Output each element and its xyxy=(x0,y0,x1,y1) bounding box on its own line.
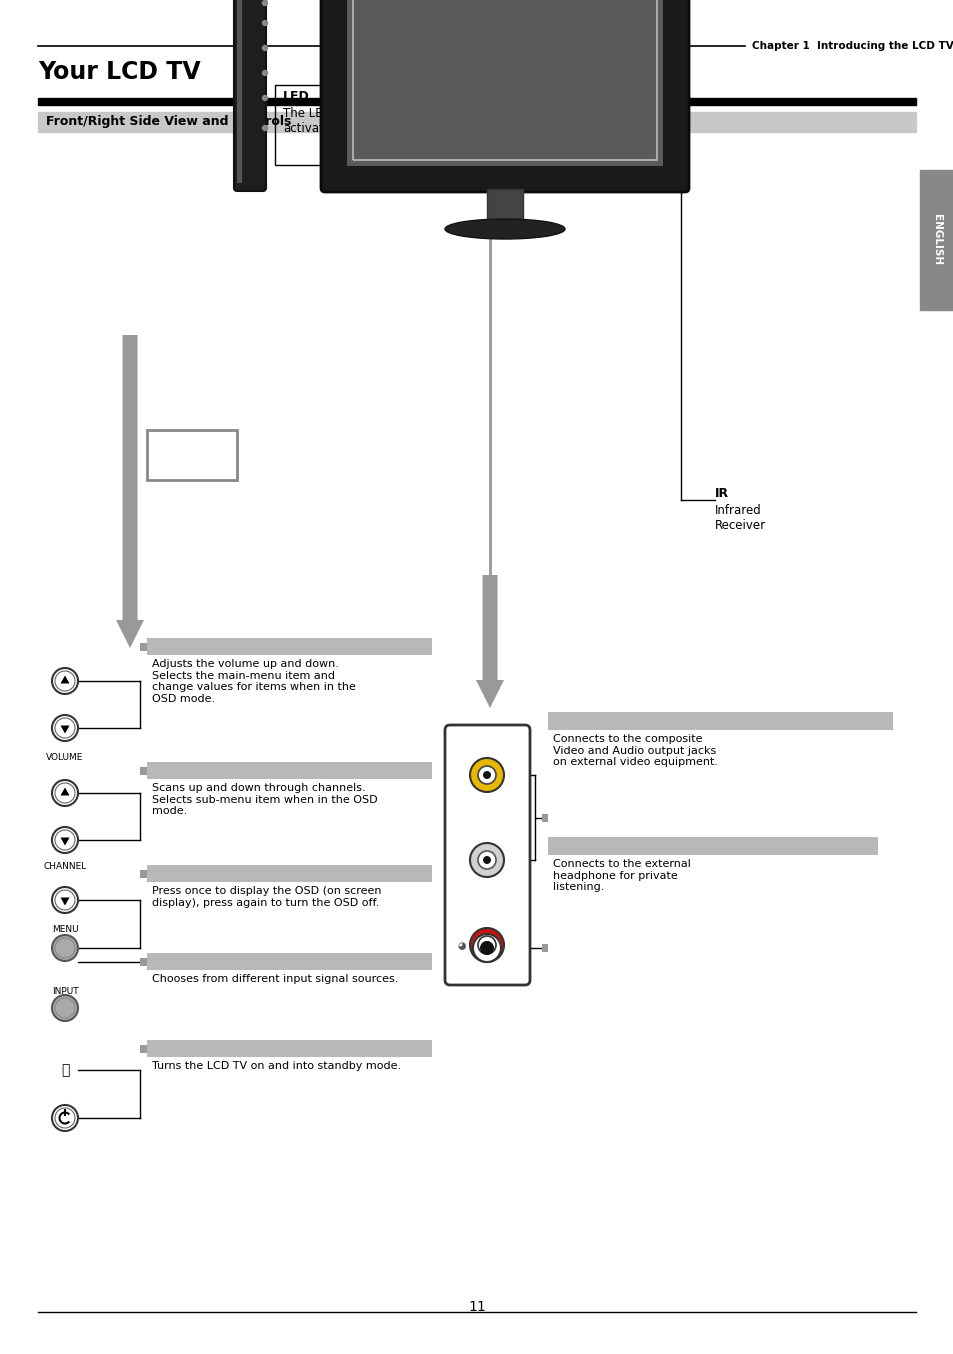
Text: IR: IR xyxy=(714,487,728,500)
Circle shape xyxy=(479,941,494,955)
Bar xyxy=(147,1040,432,1057)
Text: INPUT: INPUT xyxy=(152,956,193,968)
Polygon shape xyxy=(60,726,70,734)
Text: Chooses from different input signal sources.: Chooses from different input signal sour… xyxy=(152,974,398,984)
Text: VIDEO: VIDEO xyxy=(475,795,498,804)
Text: Connects to the composite
Video and Audio output jacks
on external video equipme: Connects to the composite Video and Audi… xyxy=(553,734,718,768)
Bar xyxy=(547,837,877,854)
Bar xyxy=(147,638,432,655)
Text: Your LCD TV: Your LCD TV xyxy=(38,60,200,84)
Text: CHANNEL: CHANNEL xyxy=(43,862,87,871)
Bar xyxy=(140,766,147,774)
FancyBboxPatch shape xyxy=(320,0,688,192)
Circle shape xyxy=(473,934,500,961)
Bar xyxy=(547,712,892,730)
Text: VOLUME+-: VOLUME+- xyxy=(152,640,222,654)
Text: ⏻: ⏻ xyxy=(61,1063,70,1076)
Circle shape xyxy=(482,941,491,949)
Bar xyxy=(486,190,522,223)
Polygon shape xyxy=(60,788,70,796)
Bar xyxy=(140,959,147,965)
Ellipse shape xyxy=(444,219,564,240)
Polygon shape xyxy=(60,838,70,845)
Bar xyxy=(147,762,432,779)
Circle shape xyxy=(477,852,496,869)
Text: MENU: MENU xyxy=(152,868,192,880)
FancyBboxPatch shape xyxy=(444,724,530,984)
Circle shape xyxy=(482,856,491,864)
Text: VIDEO1 IN: VIDEO1 IN xyxy=(553,715,620,727)
Bar xyxy=(147,865,432,881)
Circle shape xyxy=(52,887,78,913)
Circle shape xyxy=(52,668,78,695)
Text: Chapter 1  Introducing the LCD TV: Chapter 1 Introducing the LCD TV xyxy=(751,41,953,51)
Text: Scans up and down through channels.
Selects sub-menu item when in the OSD
mode.: Scans up and down through channels. Sele… xyxy=(152,783,377,816)
Bar xyxy=(140,1045,147,1053)
Bar xyxy=(140,643,147,651)
Text: L: L xyxy=(484,880,489,890)
Text: Turns the LCD TV on and into standby mode.: Turns the LCD TV on and into standby mod… xyxy=(152,1062,400,1071)
Circle shape xyxy=(52,1105,78,1131)
Text: Front/Right Side View and Controls: Front/Right Side View and Controls xyxy=(46,115,291,129)
Bar xyxy=(353,0,657,160)
Text: 11: 11 xyxy=(468,1300,485,1313)
Circle shape xyxy=(262,46,267,50)
Circle shape xyxy=(482,770,491,779)
Bar xyxy=(147,431,236,481)
Bar xyxy=(38,112,915,131)
Circle shape xyxy=(52,715,78,741)
Polygon shape xyxy=(60,898,70,906)
Text: ENGLISH: ENGLISH xyxy=(931,214,941,265)
FancyBboxPatch shape xyxy=(233,0,266,191)
Text: HEADPHONE: HEADPHONE xyxy=(553,839,636,853)
Circle shape xyxy=(477,936,496,955)
Bar xyxy=(236,0,242,183)
Text: LED: LED xyxy=(283,89,310,103)
Bar xyxy=(147,953,432,969)
Circle shape xyxy=(262,96,267,100)
Text: ⏻: ⏻ xyxy=(152,1043,160,1056)
Text: Infrared
Receiver: Infrared Receiver xyxy=(714,504,765,532)
Text: CHANNEL▲ ▼: CHANNEL▲ ▼ xyxy=(152,765,237,777)
Text: INPUT: INPUT xyxy=(51,987,78,997)
Bar xyxy=(347,0,662,167)
Text: R: R xyxy=(484,965,489,974)
Bar xyxy=(38,97,915,106)
Circle shape xyxy=(470,927,503,961)
Text: MENU: MENU xyxy=(51,925,78,934)
Text: Press once to display the OSD (on screen
display), press again to turn the OSD o: Press once to display the OSD (on screen… xyxy=(152,886,381,907)
Bar xyxy=(919,171,953,310)
FancyArrow shape xyxy=(476,575,503,708)
Circle shape xyxy=(52,936,78,961)
Circle shape xyxy=(477,766,496,784)
Text: ◕: ◕ xyxy=(457,941,466,951)
Text: The LED light indicates when the LCD TV is
activated.: The LED light indicates when the LCD TV … xyxy=(283,107,537,135)
Circle shape xyxy=(470,758,503,792)
Bar xyxy=(541,814,547,822)
FancyArrow shape xyxy=(116,334,144,649)
Circle shape xyxy=(470,844,503,877)
Bar xyxy=(274,85,664,165)
Text: VIDEO1 IN: VIDEO1 IN xyxy=(467,975,506,984)
Circle shape xyxy=(262,126,267,130)
Polygon shape xyxy=(60,676,70,684)
Text: VOLUME: VOLUME xyxy=(47,753,84,762)
Circle shape xyxy=(52,995,78,1021)
Circle shape xyxy=(262,20,267,26)
Circle shape xyxy=(52,827,78,853)
Bar xyxy=(541,944,547,952)
Text: Connects to the external
headphone for private
listening.: Connects to the external headphone for p… xyxy=(553,858,690,892)
Circle shape xyxy=(262,70,267,76)
Text: Adjusts the volume up and down.
Selects the main-menu item and
change values for: Adjusts the volume up and down. Selects … xyxy=(152,659,355,704)
Circle shape xyxy=(262,0,267,5)
Bar xyxy=(140,871,147,877)
Circle shape xyxy=(52,780,78,806)
